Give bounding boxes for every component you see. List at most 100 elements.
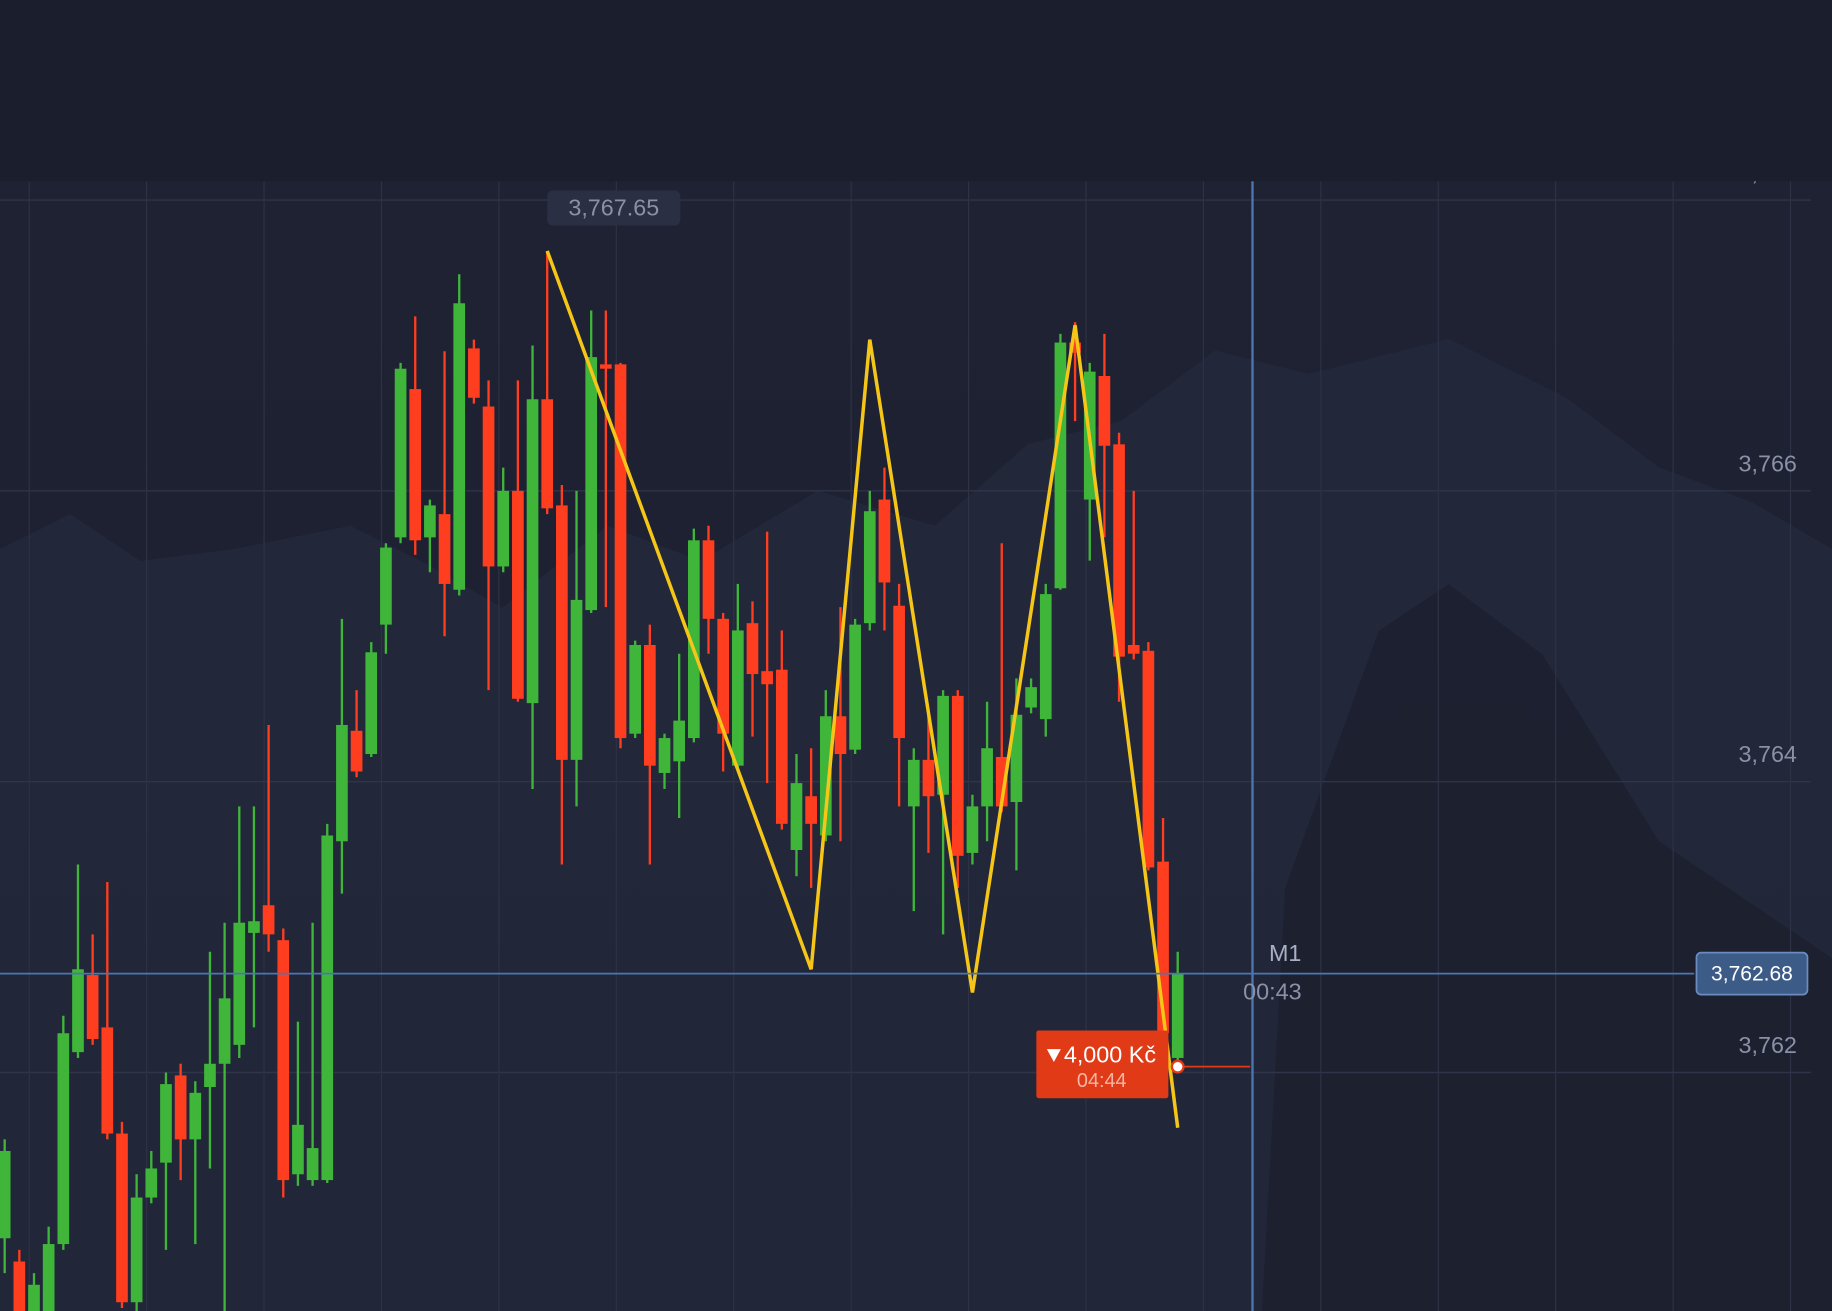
candle-body [600, 364, 612, 369]
candle-body [907, 759, 920, 807]
candle-body [145, 1168, 158, 1198]
candle-body [805, 796, 817, 824]
candle-body [819, 716, 832, 836]
candle-body [116, 1133, 128, 1303]
candle-body [160, 1084, 172, 1163]
max-label-box [547, 190, 681, 226]
candle-body [951, 695, 964, 856]
current-price-label: 3,762.68 [1711, 962, 1793, 985]
candle-body [218, 998, 231, 1064]
candle-body [922, 759, 935, 797]
candle-body [673, 720, 686, 762]
trade-direction-icon [1046, 1049, 1061, 1062]
candle-body [1113, 444, 1125, 657]
candle-body [1171, 973, 1184, 1058]
candle-body [1127, 644, 1140, 654]
candle-body [658, 738, 671, 773]
candle-body [1098, 375, 1111, 446]
mountain-shadow [1261, 584, 1832, 1311]
trade-entry [1170, 1059, 1185, 1074]
y-tick-label: 3,764 [1738, 741, 1796, 767]
candle-body [482, 406, 495, 567]
candle-body [746, 623, 759, 675]
current-price-box [1695, 951, 1809, 996]
y-tick-label: 3,762 [1738, 1032, 1796, 1058]
candle-body [292, 1124, 304, 1175]
trade-timer: 04:44 [1077, 1070, 1127, 1092]
candle-body [702, 540, 715, 619]
candle-body [1039, 594, 1052, 720]
candle-body [541, 399, 554, 509]
candle-body [981, 748, 993, 807]
candle-body [189, 1092, 202, 1140]
candle-body [57, 1033, 70, 1245]
candle-body [731, 630, 744, 766]
timeframe-label: M1 [1269, 940, 1301, 966]
candle-body [1025, 687, 1037, 708]
candle-body [966, 806, 979, 853]
candle-body [878, 499, 891, 583]
candle-body [849, 624, 861, 750]
candle-body [995, 756, 1008, 807]
candle-body [130, 1197, 143, 1303]
candle-body [453, 303, 466, 590]
candle-body [101, 1027, 114, 1134]
max-label: 3,767.65 [568, 194, 659, 220]
candle-body [468, 348, 480, 398]
candle-body [893, 605, 905, 739]
candle-body [0, 1151, 11, 1239]
candle-body [1157, 861, 1169, 1034]
candle-body [790, 783, 803, 851]
candle-body [629, 644, 642, 734]
candle-body [863, 511, 876, 624]
candle-body [380, 547, 392, 625]
candle-body [204, 1063, 216, 1088]
candle-body [834, 716, 847, 755]
candle-body [644, 644, 656, 766]
candle-body [1069, 342, 1081, 353]
candle-body [438, 514, 451, 584]
candle-body [350, 730, 363, 772]
candle-body [277, 940, 290, 1181]
zigzag-line [545, 250, 1180, 1128]
candle-body [687, 540, 700, 739]
candle-body [717, 618, 730, 734]
candle-body [937, 695, 949, 795]
candle-body [1142, 650, 1155, 868]
candle-body [585, 357, 598, 611]
candle-body [262, 905, 275, 935]
candle-body [321, 835, 334, 1181]
candle-body [512, 490, 524, 699]
candle-body [13, 1261, 26, 1311]
candle-body [394, 368, 407, 538]
candle-body [86, 975, 99, 1040]
candle-body [1010, 714, 1023, 803]
candle-body [497, 490, 510, 567]
candle-body [28, 1284, 40, 1311]
top-panel [0, 0, 1832, 182]
candle-body [570, 599, 583, 760]
candle-body [233, 922, 246, 1045]
candle-body [556, 505, 568, 760]
candle-body [614, 364, 627, 739]
candle-body [42, 1244, 55, 1311]
candle-body [526, 399, 539, 704]
trade-amount: 4,000 Kč [1064, 1041, 1157, 1067]
candle-body [1054, 342, 1067, 589]
candle-timer: 00:43 [1243, 979, 1301, 1005]
candle-body [72, 969, 84, 1053]
candle-body [409, 389, 422, 541]
candle-body [365, 652, 378, 755]
candle-body [775, 669, 788, 824]
candle-body [174, 1075, 187, 1140]
candle-body [248, 921, 260, 933]
candle-body [336, 724, 348, 842]
trade-box [1036, 1030, 1169, 1099]
candle-body [306, 1148, 319, 1181]
candle-body [761, 671, 773, 685]
y-tick-label: 3,766 [1738, 450, 1796, 476]
candle-body [424, 505, 436, 538]
plot-area [0, 181, 1792, 1311]
